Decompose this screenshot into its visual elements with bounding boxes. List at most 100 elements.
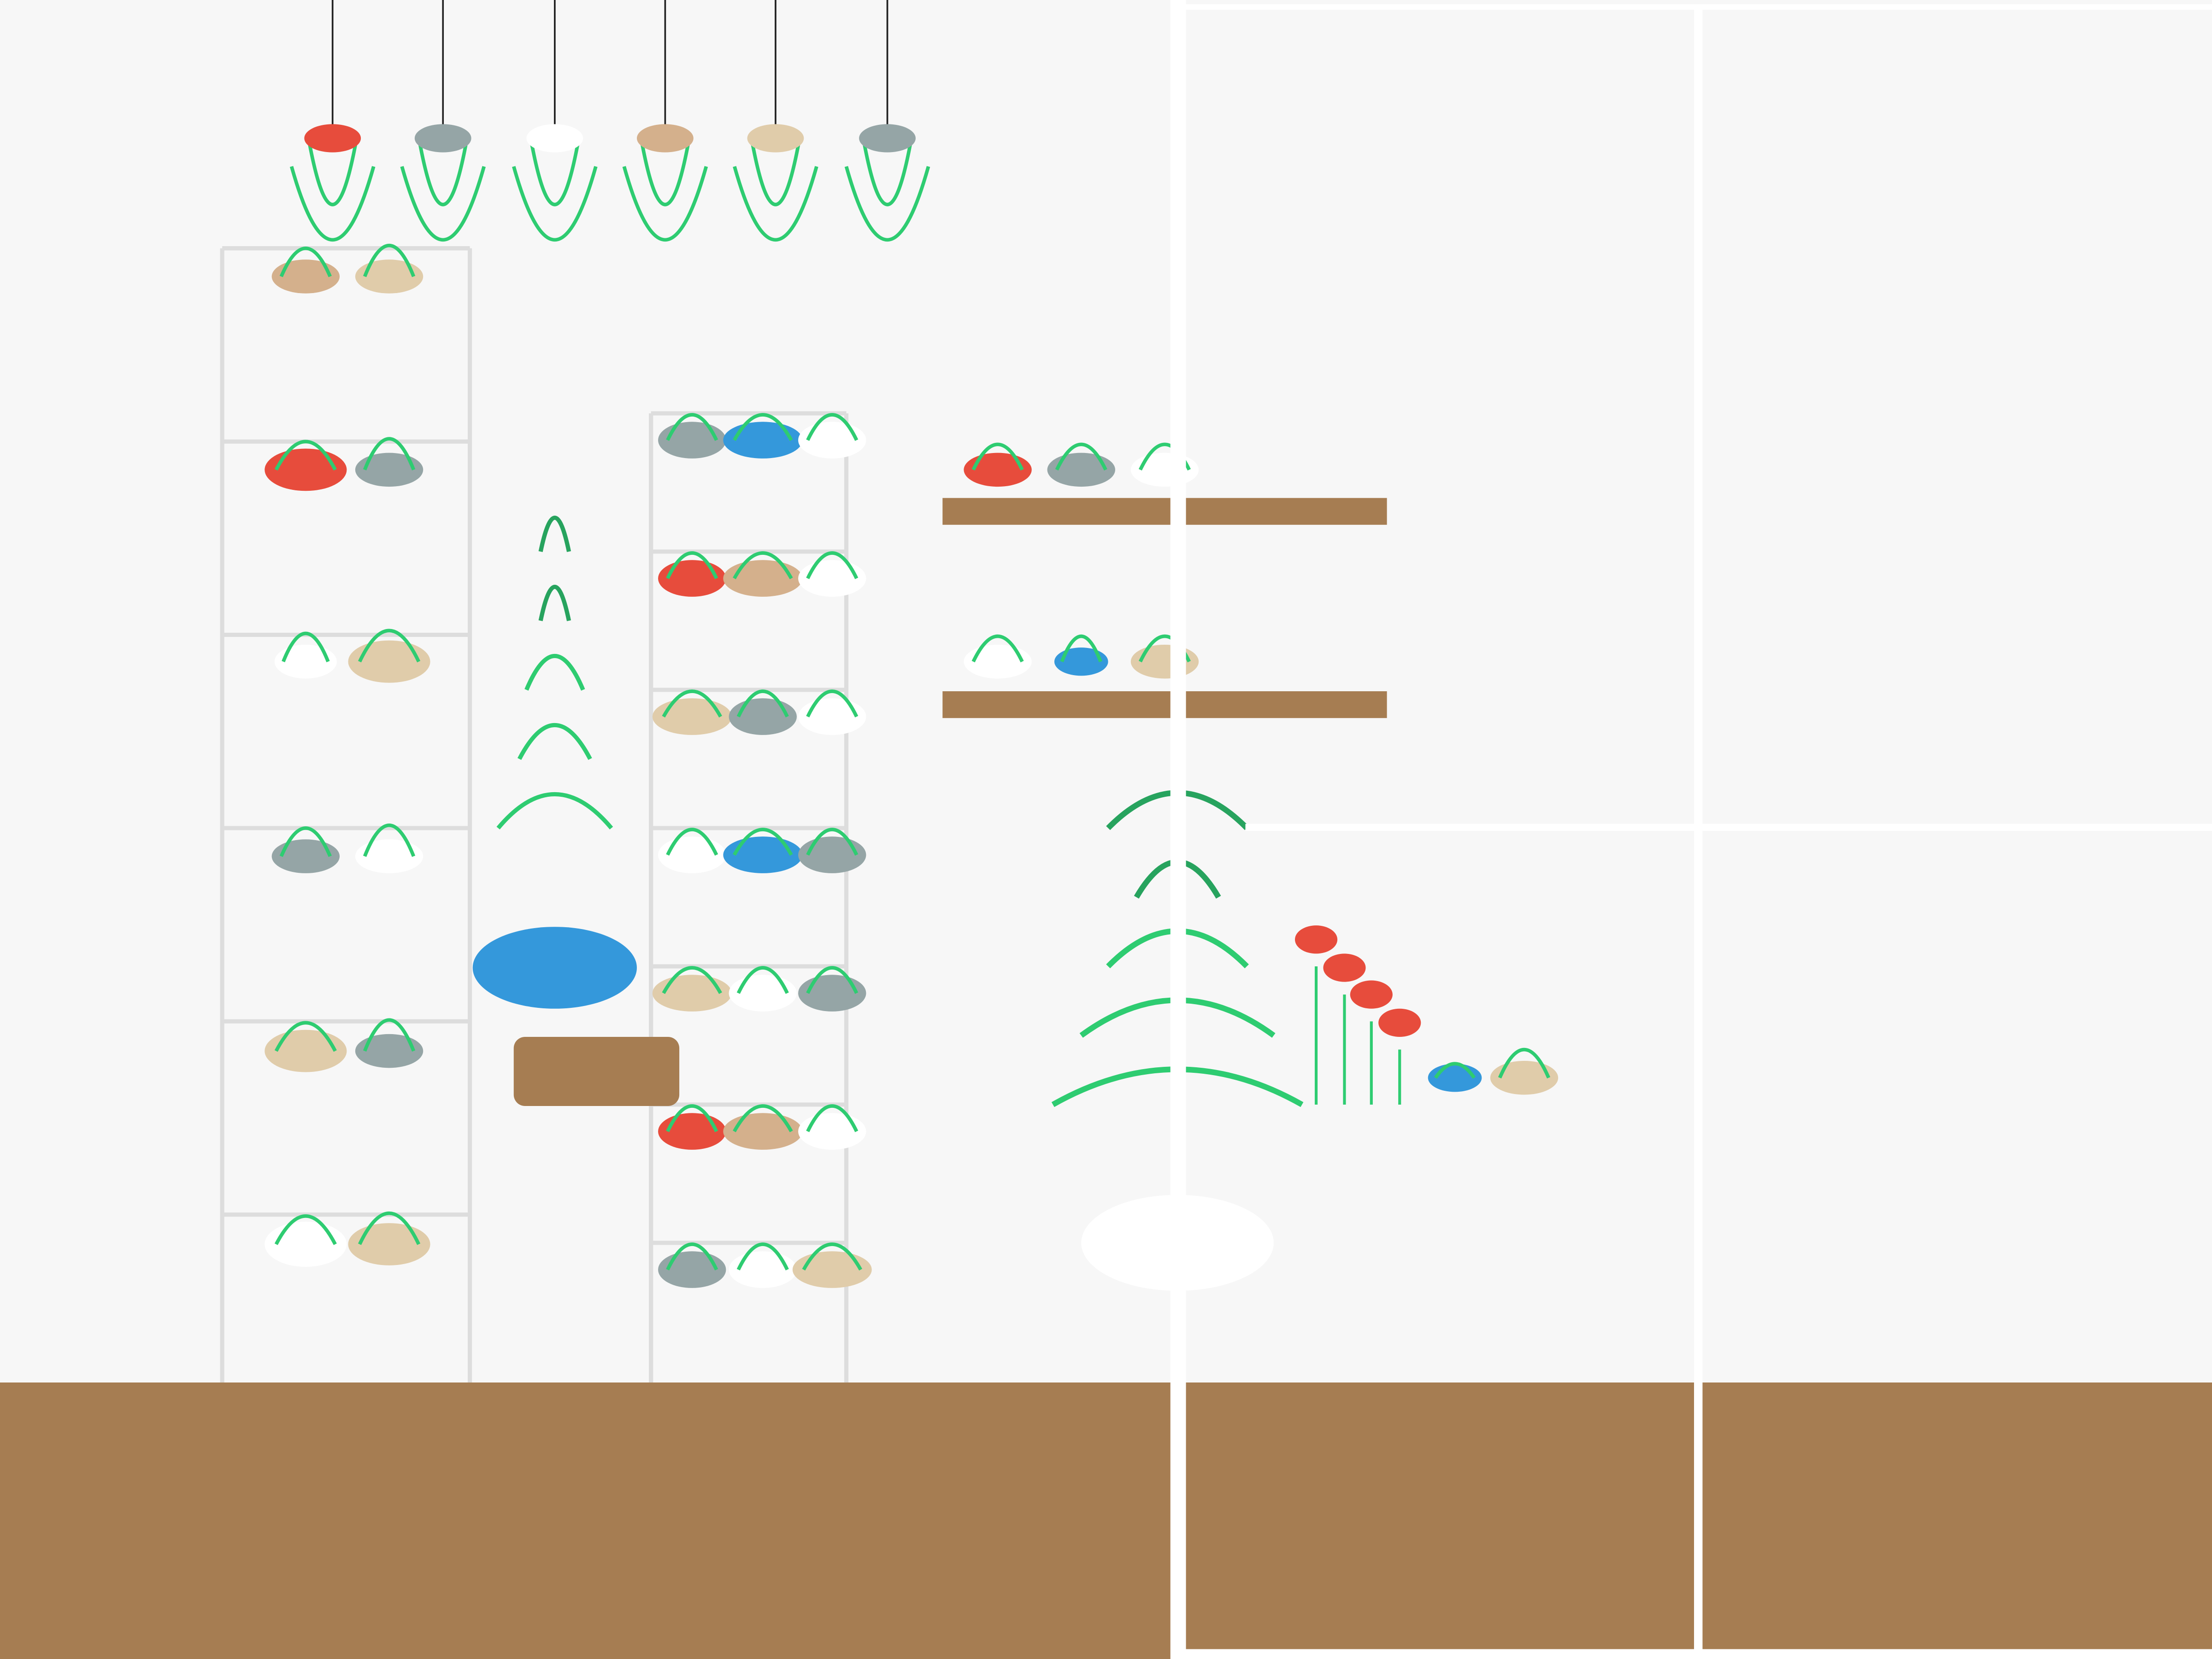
bag-blue (723, 422, 803, 459)
shoe-rack-left (220, 243, 472, 1382)
pendant-cap-grey (859, 124, 916, 153)
pendant-shade-outer (844, 166, 930, 241)
wall-shelves (942, 442, 1387, 718)
bag-handle (736, 1242, 789, 1271)
bag-beige (792, 1251, 872, 1288)
tower-arch (524, 653, 585, 691)
pendant-cap-red (304, 124, 361, 153)
bag-handle (363, 824, 416, 857)
blue-ottoman (472, 927, 680, 1106)
tower-arch (538, 516, 571, 552)
bag-handle (363, 243, 416, 277)
stacked-arches-small (496, 516, 613, 830)
bag-red (658, 560, 726, 597)
bag-grey (798, 975, 866, 1012)
bag-handle (363, 437, 416, 471)
bag-handle (666, 551, 718, 579)
bag-handle (279, 826, 332, 857)
bag-handle (971, 442, 1024, 471)
bag-handle (736, 689, 789, 718)
dot-red (1378, 1008, 1421, 1037)
bag-red (265, 448, 347, 491)
bag-handle (358, 629, 421, 663)
bag-tan (723, 560, 803, 597)
mullion-vertical-secondary (1694, 4, 1703, 1659)
bag-white (729, 975, 797, 1012)
bag-white (798, 698, 866, 735)
dot-red (1294, 925, 1338, 954)
bag-beige (652, 975, 732, 1012)
bag-grey (271, 839, 340, 873)
bag-grey (729, 698, 797, 735)
bag-white (729, 1251, 797, 1288)
bag-handle (733, 1104, 793, 1132)
bag-handle (733, 551, 793, 579)
pendant-shade-inner (639, 138, 691, 206)
bag-grey (658, 422, 726, 459)
red-dot-stems (1294, 925, 1421, 1105)
bag-grey (355, 1034, 424, 1068)
bag-handle (274, 1021, 337, 1052)
pendant-cap-tan (636, 124, 694, 153)
bag-white (964, 644, 1032, 679)
shoe-rack-right (649, 411, 872, 1382)
bag-handle (662, 689, 722, 718)
pendant-shade-inner (529, 138, 581, 206)
bag-handle (806, 413, 859, 441)
wall-shelf-lower (942, 691, 1387, 718)
tower-arch (538, 585, 571, 621)
bag-handle (1060, 634, 1102, 663)
bag-handle (806, 551, 859, 579)
bag-handle (733, 828, 793, 856)
bag-grey (355, 453, 424, 487)
mullion-horizontal (1245, 824, 2212, 831)
bag-handle (662, 966, 722, 994)
ottoman-cushion (472, 927, 637, 1009)
bag-handle (1498, 1047, 1551, 1079)
bag-tan (271, 259, 340, 294)
pendant-cap-grey (414, 124, 471, 153)
pendant-shade-inner (417, 138, 469, 206)
bag-white (798, 1113, 866, 1150)
bag-handle (363, 1018, 416, 1052)
bag-beige (348, 1223, 430, 1265)
bag-grey (1047, 453, 1115, 487)
mullion-bottom (1186, 1649, 2212, 1659)
bag-beige (348, 640, 430, 683)
bag-white (265, 1222, 347, 1267)
window-mullions (1170, 0, 2212, 1659)
pendant-cap-beige (747, 124, 804, 153)
bag-handle (806, 689, 859, 718)
bag-tan (723, 1113, 803, 1150)
pendant-shade-outer (622, 166, 708, 241)
pendant-shade-outer (400, 166, 486, 241)
bag-white (798, 560, 866, 597)
wall-shelf-upper (942, 498, 1387, 525)
bag-handle (1434, 1062, 1476, 1079)
bag-handle (736, 966, 789, 994)
bag-beige (652, 698, 732, 735)
bag-handle (666, 1242, 718, 1271)
bag-beige (265, 1030, 347, 1072)
pendant-shade-outer (512, 166, 598, 241)
bag-white (355, 839, 424, 873)
bag-handle (971, 635, 1024, 663)
bag-white (274, 644, 337, 679)
bag-handle (666, 413, 718, 441)
bag-grey (658, 1251, 726, 1288)
bag-grey (798, 836, 866, 873)
bag-handle (802, 1242, 863, 1271)
bag-blue (723, 836, 803, 873)
pendant-shade-outer (289, 166, 376, 241)
mullion-vertical-main (1170, 0, 1186, 1659)
bag-handle (274, 440, 337, 471)
bag-handle (666, 828, 718, 856)
pendant-shade-inner (306, 138, 359, 206)
pendant-lamps (289, 0, 930, 241)
bag-handle (666, 1104, 718, 1132)
pendant-cap-white (526, 124, 583, 153)
pendant-shade-inner (749, 138, 801, 206)
bag-handle (274, 1214, 337, 1245)
dot-red (1323, 953, 1366, 982)
